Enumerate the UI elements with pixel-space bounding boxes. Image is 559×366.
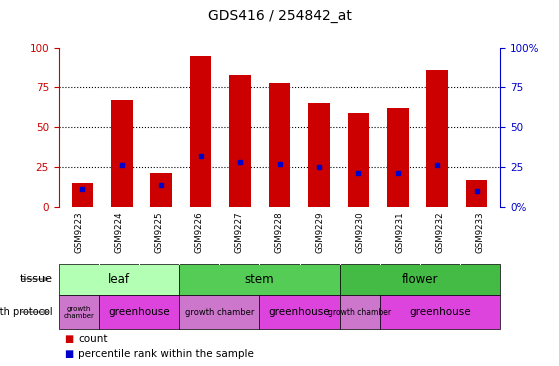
Text: greenhouse: greenhouse	[108, 307, 170, 317]
Bar	[269, 83, 290, 207]
Text: GSM9228: GSM9228	[275, 211, 284, 253]
Bar	[150, 173, 172, 207]
Text: leaf: leaf	[108, 273, 130, 285]
Text: ■: ■	[64, 350, 74, 359]
Text: GSM9224: GSM9224	[115, 211, 124, 253]
Text: GSM9230: GSM9230	[356, 211, 364, 253]
Bar	[190, 56, 211, 207]
Text: GSM9223: GSM9223	[74, 211, 83, 253]
Text: GSM9229: GSM9229	[315, 211, 324, 253]
Text: stem: stem	[245, 273, 274, 285]
Bar	[229, 75, 251, 207]
Text: GDS416 / 254842_at: GDS416 / 254842_at	[207, 9, 352, 23]
Bar	[348, 113, 369, 207]
Text: growth
chamber: growth chamber	[63, 306, 94, 318]
Text: growth chamber: growth chamber	[184, 307, 254, 317]
Text: count: count	[78, 334, 108, 344]
Bar	[111, 100, 132, 207]
Text: GSM9225: GSM9225	[154, 211, 164, 253]
Text: GSM9227: GSM9227	[235, 211, 244, 253]
Bar	[387, 108, 409, 207]
Text: GSM9226: GSM9226	[195, 211, 203, 253]
Text: greenhouse: greenhouse	[269, 307, 330, 317]
Bar	[466, 180, 487, 207]
Bar	[308, 103, 330, 207]
Text: growth chamber: growth chamber	[328, 307, 391, 317]
Bar	[72, 183, 93, 207]
Text: GSM9233: GSM9233	[476, 211, 485, 253]
Text: GSM9231: GSM9231	[395, 211, 405, 253]
Text: ■: ■	[64, 334, 74, 344]
Text: GSM9232: GSM9232	[435, 211, 444, 253]
Text: greenhouse: greenhouse	[409, 307, 471, 317]
Text: percentile rank within the sample: percentile rank within the sample	[78, 350, 254, 359]
Text: flower: flower	[402, 273, 438, 285]
Bar	[427, 70, 448, 207]
Text: tissue: tissue	[20, 274, 53, 284]
Text: growth protocol: growth protocol	[0, 307, 53, 317]
